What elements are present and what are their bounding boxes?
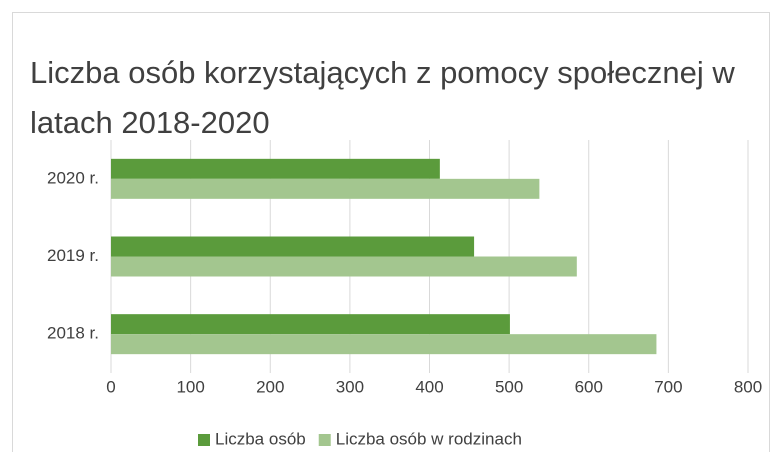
- x-tick-label: 500: [495, 377, 523, 396]
- x-tick-label: 100: [176, 377, 204, 396]
- y-tick-label: 2018 r.: [47, 324, 99, 343]
- x-tick-label: 200: [256, 377, 284, 396]
- bar: [111, 256, 577, 277]
- x-tick-label: 800: [734, 377, 762, 396]
- bar: [111, 334, 657, 355]
- y-tick-label: 2019 r.: [47, 246, 99, 265]
- chart-frame: [12, 12, 770, 452]
- x-tick-label: 0: [106, 377, 115, 396]
- bar: [111, 236, 475, 257]
- x-tick-label: 300: [336, 377, 364, 396]
- y-tick-label: 2020 r.: [47, 168, 99, 187]
- legend-label: Liczba osób w rodzinach: [336, 429, 522, 448]
- chart-title: Liczba osób korzystających z pomocy społ…: [30, 55, 735, 140]
- legend-swatch: [318, 434, 331, 446]
- legend-label: Liczba osób: [215, 429, 306, 448]
- bar: [111, 158, 440, 179]
- x-tick-label: 400: [415, 377, 443, 396]
- legend-swatch: [198, 434, 210, 446]
- x-tick-label: 700: [654, 377, 682, 396]
- bar: [111, 178, 540, 199]
- bar: [111, 314, 510, 335]
- x-tick-label: 600: [575, 377, 603, 396]
